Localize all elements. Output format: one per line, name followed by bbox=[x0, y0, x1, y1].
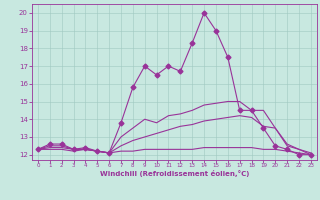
X-axis label: Windchill (Refroidissement éolien,°C): Windchill (Refroidissement éolien,°C) bbox=[100, 170, 249, 177]
